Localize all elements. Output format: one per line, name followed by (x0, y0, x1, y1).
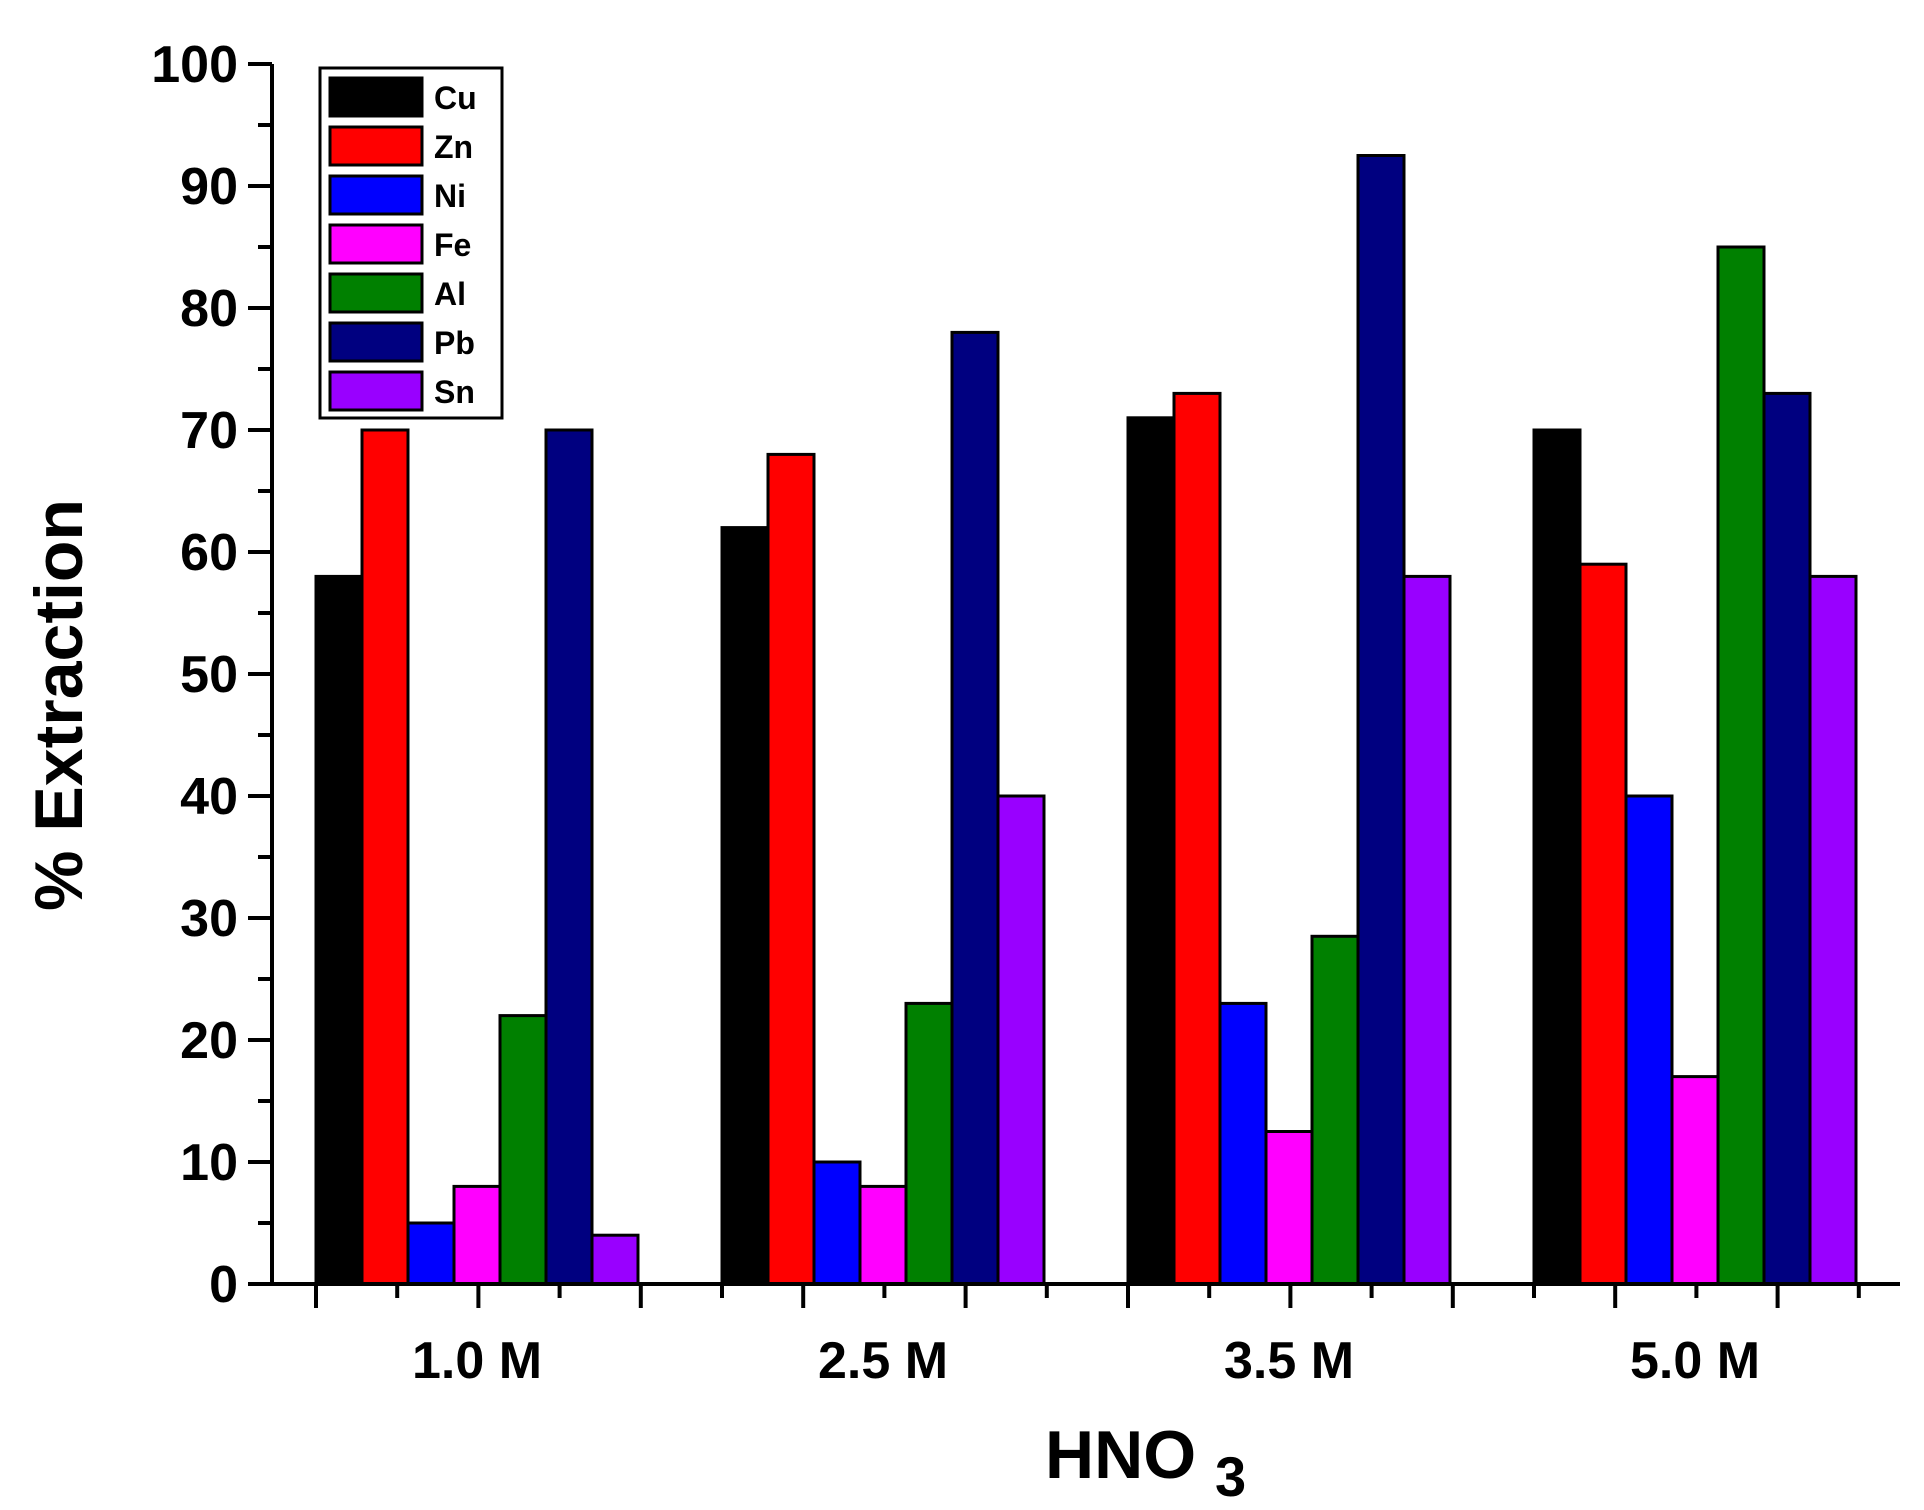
y-axis-title: % Extraction (21, 499, 97, 911)
x-category-label: 2.5 M (818, 1332, 948, 1390)
y-tick-label: 70 (180, 402, 238, 460)
legend: Cu Zn Ni Fe Al Pb Sn (318, 66, 504, 420)
bar-zn-25m (766, 452, 816, 1286)
bar-pb-10m (544, 428, 594, 1286)
bar-fe-50m (1670, 1075, 1720, 1286)
x-axis-title-subscript: 3 (1215, 1445, 1246, 1508)
legend-swatch-cu (328, 76, 424, 118)
y-tick-label: 100 (151, 36, 238, 94)
x-category-label: 5.0 M (1630, 1332, 1760, 1390)
x-category-label: 1.0 M (412, 1332, 542, 1390)
x-axis-title: HNO 3 (1045, 1417, 1246, 1508)
bar-ni-10m (406, 1221, 456, 1286)
legend-swatch-al (328, 272, 424, 314)
x-axis-title-main: HNO (1045, 1417, 1196, 1493)
bar-cu-10m (314, 574, 364, 1286)
bar-zn-10m (360, 428, 410, 1286)
bar-cu-50m (1532, 428, 1582, 1286)
bar-ni-35m (1218, 1001, 1268, 1286)
bar-al-25m (904, 1001, 954, 1286)
bar-zn-35m (1172, 391, 1222, 1286)
bar-al-10m (498, 1014, 548, 1286)
y-tick-label: 80 (180, 280, 238, 338)
legend-swatch-fe (328, 223, 424, 265)
legend-items: Cu Zn Ni Fe Al Pb Sn (328, 76, 477, 412)
x-category-label: 3.5 M (1224, 1332, 1354, 1390)
y-tick-label: 50 (180, 646, 238, 704)
bar-sn-25m (996, 794, 1046, 1286)
legend-label-sn: Sn (434, 374, 475, 410)
y-tick-label: 60 (180, 524, 238, 582)
legend-swatch-pb (328, 321, 424, 363)
y-tick-label: 20 (180, 1012, 238, 1070)
bar-al-50m (1716, 245, 1766, 1286)
y-tick-label: 10 (180, 1134, 238, 1192)
bar-sn-35m (1402, 574, 1452, 1286)
legend-swatch-ni (328, 174, 424, 216)
y-tick-label: 30 (180, 890, 238, 948)
y-tick-label: 40 (180, 768, 238, 826)
bars-layer (314, 154, 1858, 1286)
bar-fe-25m (858, 1184, 908, 1286)
legend-label-al: Al (434, 276, 466, 312)
bar-al-35m (1310, 934, 1360, 1286)
bar-sn-10m (590, 1233, 640, 1286)
ticks-layer (248, 62, 1861, 1308)
legend-label-ni: Ni (434, 178, 466, 214)
labels-layer: 0 10 20 30 40 50 60 70 80 90 100 1.0 M 2.5 M 3.5 M 5.0… (151, 36, 1760, 1390)
legend-label-pb: Pb (434, 325, 475, 361)
bar-cu-35m (1126, 416, 1176, 1286)
bar-ni-50m (1624, 794, 1674, 1286)
y-tick-label: 90 (180, 158, 238, 216)
bar-fe-35m (1264, 1130, 1314, 1286)
legend-label-cu: Cu (434, 80, 477, 116)
bar-ni-25m (812, 1160, 862, 1286)
legend-label-fe: Fe (434, 227, 471, 263)
bar-sn-50m (1808, 574, 1858, 1286)
bar-pb-35m (1356, 154, 1406, 1286)
bar-zn-50m (1578, 562, 1628, 1286)
legend-label-zn: Zn (434, 129, 473, 165)
legend-swatch-sn (328, 370, 424, 412)
bar-cu-25m (720, 526, 770, 1286)
bar-fe-10m (452, 1184, 502, 1286)
legend-swatch-zn (328, 125, 424, 167)
y-tick-label: 0 (209, 1256, 238, 1314)
bar-pb-50m (1762, 391, 1812, 1286)
bar-pb-25m (950, 330, 1000, 1286)
